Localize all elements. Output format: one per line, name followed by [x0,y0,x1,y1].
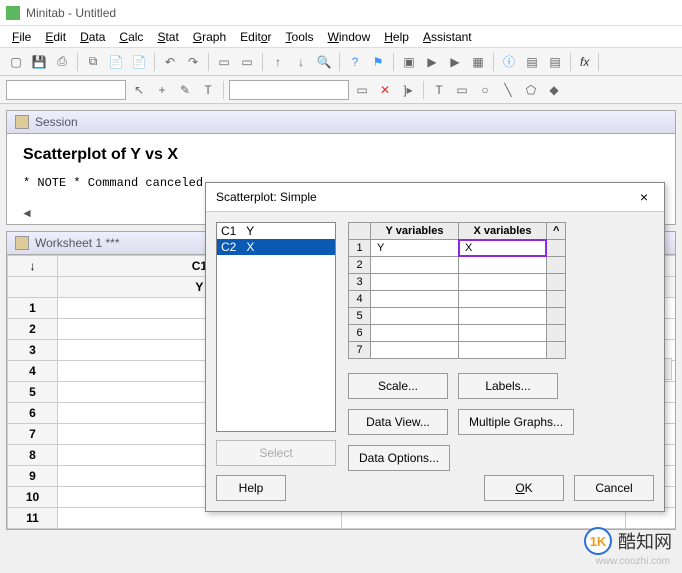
toolbar-input-2[interactable] [229,80,349,100]
info-icon[interactable]: ⓘ [499,52,519,72]
menu-editor[interactable]: Editor [234,28,277,46]
titlebar-text: Minitab - Untitled [26,6,116,20]
toolbar-1: ▢ 💾 ⎙ ⧉ 📄 📄 ↶ ↷ ▭ ▭ ↑ ↓ 🔍 ? ⚑ ▣ ▶ ▶ ▦ ⓘ … [0,48,682,76]
help-button[interactable]: Help [216,475,286,501]
list-item[interactable]: C2 X [217,239,335,255]
close-icon[interactable]: × [634,189,654,205]
list-item[interactable]: C1 Y [217,223,335,239]
list2-icon[interactable]: ▤ [545,52,565,72]
fx-label[interactable]: fx [576,55,593,69]
multiple-graphs-button[interactable]: Multiple Graphs... [458,409,574,435]
line-icon[interactable]: ╲ [498,80,518,100]
y-variables-header[interactable]: Y variables [371,223,459,240]
labels-button[interactable]: Labels... [458,373,558,399]
print-icon[interactable]: ⎙ [52,52,72,72]
toolbar-2: ↖ + ✎ T ▭ ✕ ]▸ T ▭ ○ ╲ ⬠ ◆ [0,76,682,104]
menu-calc[interactable]: Calc [113,28,149,46]
data-options-button[interactable]: Data Options... [348,445,450,471]
chart-icon[interactable]: ▦ [468,52,488,72]
session-heading: Scatterplot of Y vs X [23,146,659,164]
menubar: FileEditDataCalcStatGraphEditorToolsWind… [0,26,682,48]
app-icon [6,6,20,20]
save-icon[interactable]: 💾 [29,52,49,72]
text2-icon[interactable]: T [429,80,449,100]
cancel-button[interactable]: Cancel [574,475,654,501]
bracket-icon[interactable]: ]▸ [398,80,418,100]
play2-icon[interactable]: ▶ [445,52,465,72]
menu-file[interactable]: File [6,28,37,46]
marker-icon[interactable]: ◆ [544,80,564,100]
select-button: Select [216,440,336,466]
poly-icon[interactable]: ⬠ [521,80,541,100]
x-red-icon[interactable]: ✕ [375,80,395,100]
shape2-icon[interactable]: ○ [475,80,495,100]
rect-icon[interactable]: ▭ [352,80,372,100]
watermark-text: 酷知网 [618,528,672,554]
menu-tools[interactable]: Tools [280,28,320,46]
doc-icon[interactable]: 📄 [106,52,126,72]
doc2-icon[interactable]: 📄 [129,52,149,72]
var-row[interactable]: 2 [349,257,566,274]
ws-sub-empty [8,277,58,298]
flag-icon[interactable]: ⚑ [368,52,388,72]
variables-table[interactable]: Y variables X variables ^ 1YX234567 [348,222,566,359]
scale-button[interactable]: Scale... [348,373,448,399]
help-icon[interactable]: ? [345,52,365,72]
redo-icon[interactable]: ↷ [183,52,203,72]
shape1-icon[interactable]: ▭ [452,80,472,100]
text-icon[interactable]: T [198,80,218,100]
pencil-icon[interactable]: ✎ [175,80,195,100]
var-corner [349,223,371,240]
menu-edit[interactable]: Edit [39,28,72,46]
search-icon[interactable]: 🔍 [314,52,334,72]
data-view-button[interactable]: Data View... [348,409,448,435]
session-title: Session [35,115,78,129]
var-row[interactable]: 3 [349,274,566,291]
toolbar-input-1[interactable] [6,80,126,100]
menu-window[interactable]: Window [322,28,377,46]
undo-icon[interactable]: ↶ [160,52,180,72]
watermark-url: www.coozhi.com [596,556,670,567]
scroll-left-icon[interactable]: ◄ [21,206,33,220]
list-icon[interactable]: ▤ [522,52,542,72]
ws-corner[interactable]: ↓ [8,256,58,277]
ok-button[interactable]: OK [484,475,564,501]
menu-help[interactable]: Help [378,28,415,46]
var-row[interactable]: 7 [349,342,566,359]
play-icon[interactable]: ▶ [422,52,442,72]
dialog-title: Scatterplot: Simple [216,190,317,204]
window3-icon[interactable]: ▣ [399,52,419,72]
titlebar: Minitab - Untitled [0,0,682,26]
menu-assistant[interactable]: Assistant [417,28,478,46]
var-row[interactable]: 4 [349,291,566,308]
window-icon[interactable]: ▭ [214,52,234,72]
plus-icon[interactable]: + [152,80,172,100]
worksheet-title: Worksheet 1 *** [35,236,120,250]
watermark-icon: 1K [584,527,612,555]
window2-icon[interactable]: ▭ [237,52,257,72]
menu-stat[interactable]: Stat [151,28,184,46]
session-icon [15,115,29,129]
copy-icon[interactable]: ⧉ [83,52,103,72]
var-row[interactable]: 1YX [349,240,566,257]
menu-graph[interactable]: Graph [187,28,232,46]
arrow-down-icon[interactable]: ↓ [291,52,311,72]
cursor-icon[interactable]: ↖ [129,80,149,100]
column-list[interactable]: C1 YC2 X [216,222,336,432]
watermark: 1K 酷知网 [584,527,672,555]
menu-data[interactable]: Data [74,28,111,46]
arrow-up-icon[interactable]: ↑ [268,52,288,72]
var-row[interactable]: 5 [349,308,566,325]
worksheet-icon [15,236,29,250]
x-variables-header[interactable]: X variables [459,223,547,240]
new-icon[interactable]: ▢ [6,52,26,72]
scatterplot-dialog: Scatterplot: Simple × C1 YC2 X Select Y … [205,182,665,512]
var-row[interactable]: 6 [349,325,566,342]
scroll-up-icon[interactable]: ^ [547,223,566,240]
session-header[interactable]: Session [7,111,675,134]
